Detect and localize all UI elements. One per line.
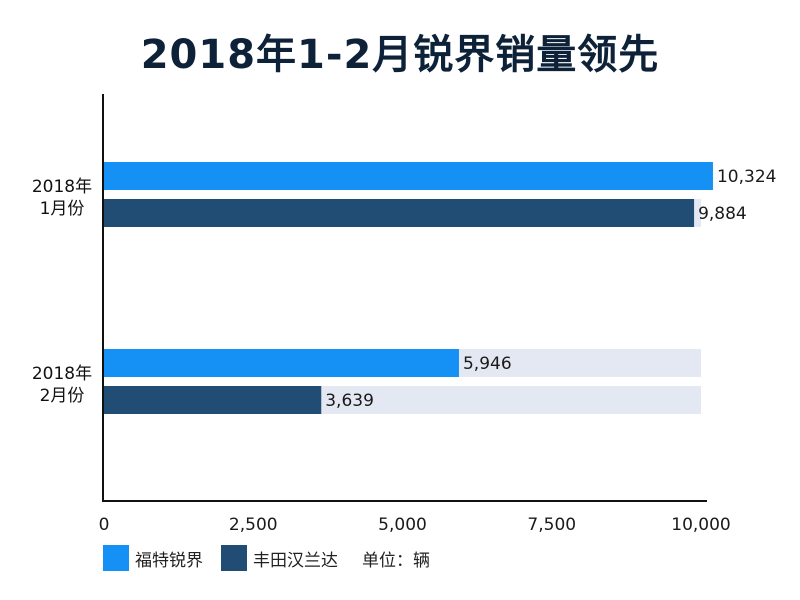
legend: 福特锐界 丰田汉兰达 单位：辆	[103, 544, 430, 572]
bar-ford-edge-2	[104, 349, 459, 377]
unit-label: 单位：辆	[362, 550, 430, 571]
x-tick-label-2: 5,000	[378, 515, 427, 535]
legend-item-ford-edge: 福特锐界	[103, 545, 203, 571]
legend-label-ford-edge: 福特锐界	[135, 550, 203, 571]
axes	[102, 94, 707, 502]
bars	[104, 162, 713, 414]
category-label-1-line-1: 2018年	[32, 177, 92, 197]
x-tick-label-1: 2,500	[229, 515, 278, 535]
category-label-2-line-2: 2月份	[40, 386, 85, 406]
value-label-ford-edge-2: 5,946	[463, 354, 512, 374]
x-tick-label-0: 0	[99, 515, 110, 535]
category-label-2-line-1: 2018年	[32, 364, 92, 384]
legend-swatch-toyota-highlander	[221, 545, 247, 571]
bar-toyota-highlander-2	[104, 386, 322, 414]
value-label-toyota-highlander-1: 9,884	[698, 204, 747, 224]
category-label-1-line-2: 1月份	[40, 199, 85, 219]
x-tick-labels: 0 2,500 5,000 7,500 10,000	[99, 515, 731, 535]
value-label-ford-edge-1: 10,324	[717, 167, 776, 187]
value-labels: 10,324 9,884 5,946 3,639	[325, 167, 776, 411]
bar-ford-edge-1	[104, 162, 713, 190]
value-label-toyota-highlander-2: 3,639	[325, 391, 374, 411]
x-tick-label-3: 7,500	[527, 515, 576, 535]
chart-title: 2018年1-2月锐界销量领先	[140, 32, 660, 78]
legend-label-toyota-highlander: 丰田汉兰达	[253, 550, 338, 571]
x-tick-label-4: 10,000	[671, 515, 730, 535]
legend-item-toyota-highlander: 丰田汉兰达	[221, 545, 338, 571]
bar-toyota-highlander-1	[104, 199, 695, 227]
legend-swatch-ford-edge	[103, 545, 129, 571]
